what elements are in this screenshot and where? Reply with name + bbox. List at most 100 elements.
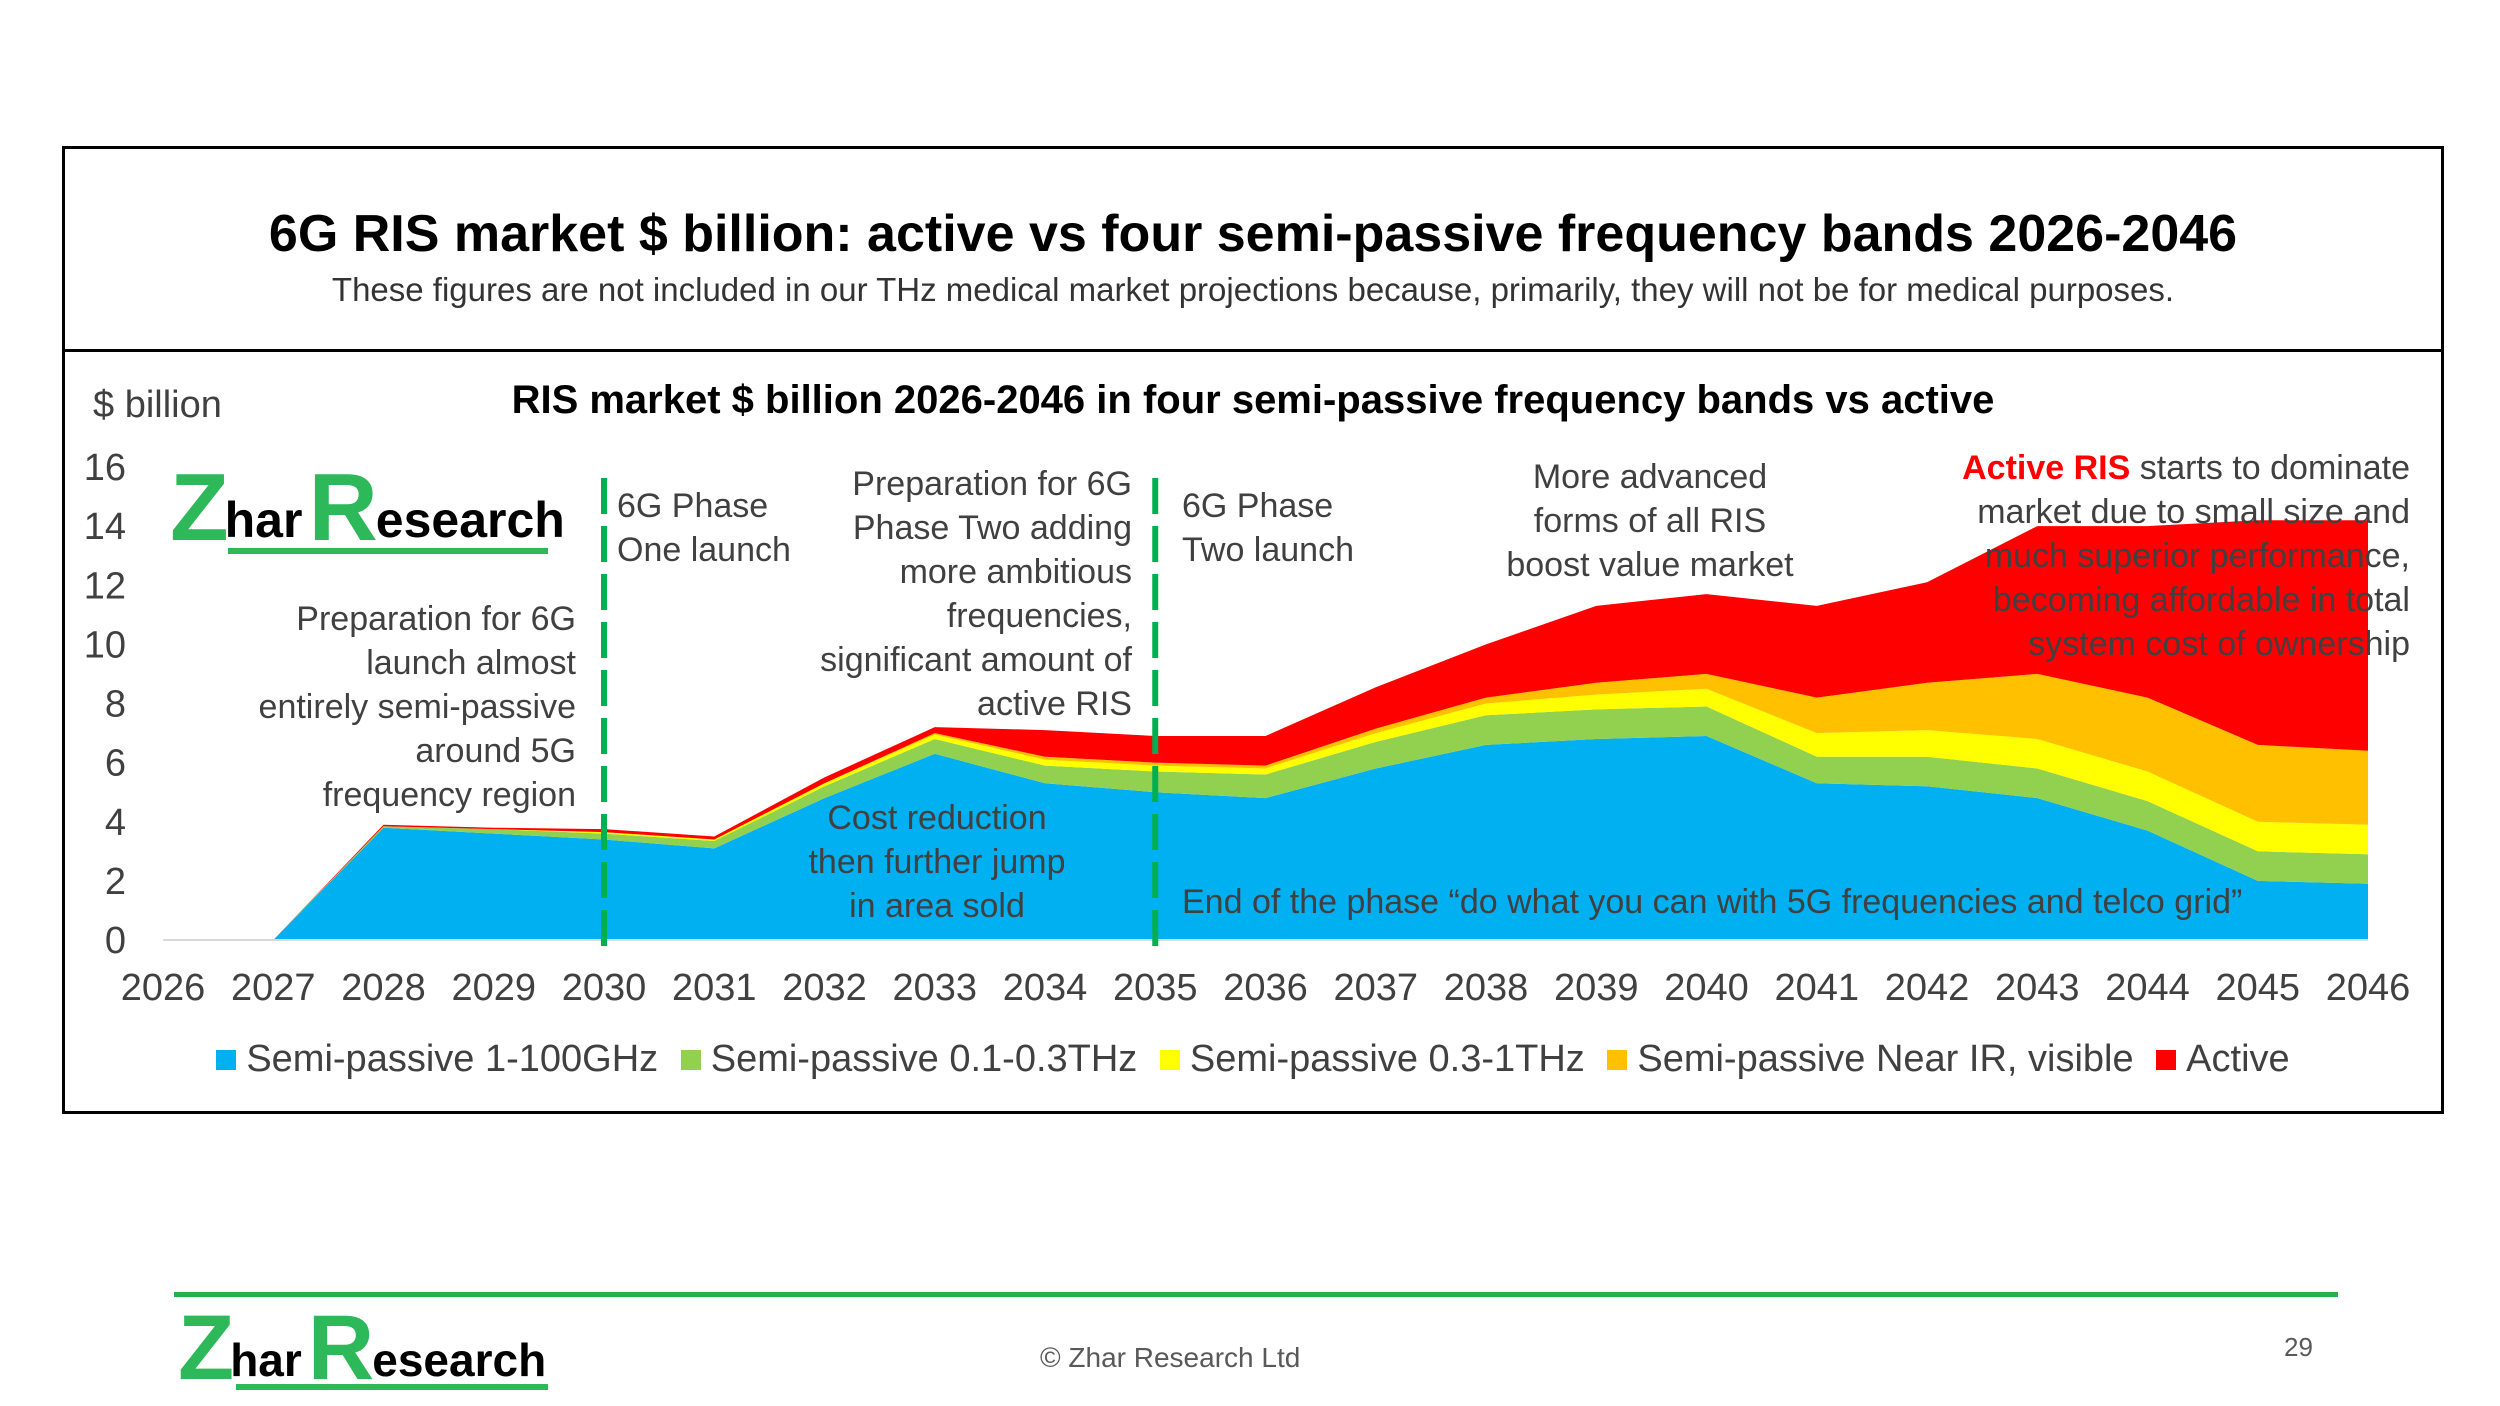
y-tick-label: 6 [105, 743, 126, 785]
annotation-line: becoming affordable in total [1992, 581, 2410, 619]
annotation-line: system cost of ownership [2028, 625, 2410, 663]
area-semi-passive-0-3-1thz [163, 688, 2368, 940]
x-tick-label: 2030 [562, 967, 647, 1009]
logo-esearch: esearch [372, 1334, 547, 1386]
y-tick-label: 8 [105, 684, 126, 726]
y-tick-label: 14 [84, 506, 126, 548]
annotation-line: 6G Phase [617, 487, 769, 525]
x-tick-label: 2043 [1995, 967, 2080, 1009]
annotation-advanced: More advanced forms of all RIS boost val… [1460, 455, 1840, 587]
x-tick-label: 2036 [1223, 967, 1308, 1009]
annotation-line: frequencies, [946, 597, 1132, 635]
zhar-research-logo-footer: Z har R esearch [178, 1297, 547, 1399]
annotation-line: active RIS [977, 685, 1132, 723]
x-tick-label: 2032 [782, 967, 867, 1009]
legend-label: Active [2186, 1038, 2290, 1080]
x-tick-label: 2045 [2215, 967, 2300, 1009]
logo-har: har [224, 492, 303, 548]
annotation-phase2-launch: 6G Phase Two launch [1182, 484, 1354, 572]
annotation-phase1-prep: Preparation for 6G launch almost entirel… [180, 597, 576, 817]
annotation-line: around 5G [415, 732, 576, 770]
slide-title: 6G RIS market $ billion: active vs four … [268, 205, 2238, 263]
logo-r: R [307, 1297, 375, 1399]
page-number: 29 [2284, 1332, 2313, 1362]
area-semi-passive-0-1-0-3thz [163, 706, 2368, 940]
x-tick-label: 2037 [1333, 967, 1418, 1009]
annotation-line: forms of all RIS [1533, 502, 1767, 540]
slide-subtitle: These figures are not included in our TH… [331, 271, 2175, 308]
logo-z: Z [178, 1297, 235, 1399]
legend-label: Semi-passive 0.1-0.3THz [710, 1038, 1138, 1080]
annotation-line: in area sold [849, 887, 1025, 925]
x-tick-label: 2026 [121, 967, 206, 1009]
annotation-line: 6G Phase [1182, 487, 1334, 525]
x-tick-label: 2027 [231, 967, 316, 1009]
legend-item: Semi-passive 0.1-0.3THz [680, 1038, 1138, 1081]
x-tick-label: 2039 [1554, 967, 1639, 1009]
annotation-line: market due to small size and [1977, 493, 2410, 531]
annotation-line: much superior performance, [1984, 537, 2410, 575]
logo-har: har [230, 1334, 302, 1386]
x-tick-label: 2028 [341, 967, 426, 1009]
y-tick-label: 10 [84, 624, 126, 666]
annotation-cost-reduction: Cost reduction then further jump in area… [760, 796, 1114, 928]
annotation-line: significant amount of [820, 641, 1132, 679]
x-tick-label: 2046 [2326, 967, 2411, 1009]
legend-item: Semi-passive 0.3-1THz [1159, 1038, 1585, 1081]
legend-swatch [680, 1050, 701, 1070]
legend-swatch [2156, 1050, 2177, 1070]
annotation-line: One launch [617, 531, 791, 569]
x-tick-label: 2044 [2105, 967, 2190, 1009]
logo-underline [236, 1384, 548, 1390]
legend-label: Semi-passive 1-100GHz [246, 1038, 659, 1080]
y-tick-label: 2 [105, 861, 126, 903]
annotation-active-ris: Active RIS starts to dominate market due… [1860, 446, 2410, 666]
annotation-line: Phase Two adding [852, 509, 1132, 547]
legend-swatch [1159, 1050, 1180, 1070]
annotation-line: more ambitious [899, 553, 1132, 591]
y-tick-label: 12 [84, 565, 126, 607]
chart-legend: Semi-passive 1-100GHz Semi-passive 0.1-0… [62, 1038, 2444, 1081]
legend-item: Semi-passive Near IR, visible [1607, 1038, 2134, 1081]
title-divider [62, 349, 2444, 352]
x-tick-label: 2041 [1774, 967, 1859, 1009]
copyright-text: © Zhar Research Ltd [1040, 1342, 1301, 1373]
logo-underline [228, 548, 548, 554]
annotation-line: Preparation for 6G [296, 600, 576, 638]
x-tick-label: 2035 [1113, 967, 1198, 1009]
legend-label: Semi-passive Near IR, visible [1637, 1038, 2134, 1080]
annotation-line: Preparation for 6G [852, 465, 1132, 503]
area-semi-passive-1-100ghz [163, 736, 2368, 940]
annotation-end-phase: End of the phase “do what you can with 5… [1182, 883, 2243, 921]
annotation-line: More advanced [1532, 458, 1768, 496]
legend-swatch [1607, 1050, 1628, 1070]
logo-esearch: esearch [375, 492, 565, 548]
x-tick-label: 2038 [1444, 967, 1529, 1009]
annotation-line: Cost reduction [827, 799, 1047, 837]
annotation-phase1-launch: 6G Phase One launch [617, 484, 791, 572]
legend-item: Semi-passive 1-100GHz [216, 1038, 658, 1081]
x-tick-label: 2034 [1003, 967, 1088, 1009]
annotation-active-ris-bold: Active RIS [1962, 449, 2131, 487]
annotation-line: frequency region [322, 776, 576, 814]
footer-divider [174, 1292, 2338, 1297]
annotation-line: starts to dominate [2130, 449, 2410, 487]
legend-item: Active [2156, 1038, 2290, 1081]
x-tick-label: 2042 [1885, 967, 1970, 1009]
chart-title: RIS market $ billion 2026-2046 in four s… [511, 378, 1995, 422]
annotation-line: boost value market [1506, 546, 1794, 584]
x-tick-label: 2029 [451, 967, 536, 1009]
x-tick-label: 2040 [1664, 967, 1749, 1009]
y-tick-label: 16 [84, 447, 126, 489]
annotation-line: launch almost [366, 644, 576, 682]
logo-r: R [308, 454, 378, 561]
area-semi-passive-near-ir-visible [163, 673, 2368, 940]
annotation-phase2-prep: Preparation for 6G Phase Two adding more… [770, 462, 1132, 726]
annotation-line: Two launch [1182, 531, 1354, 569]
y-tick-label: 0 [105, 920, 126, 962]
y-axis-label: $ billion [93, 384, 222, 426]
x-tick-label: 2033 [892, 967, 977, 1009]
annotation-line: entirely semi-passive [258, 688, 576, 726]
zhar-research-logo-chart: Z har R esearch [170, 454, 565, 561]
